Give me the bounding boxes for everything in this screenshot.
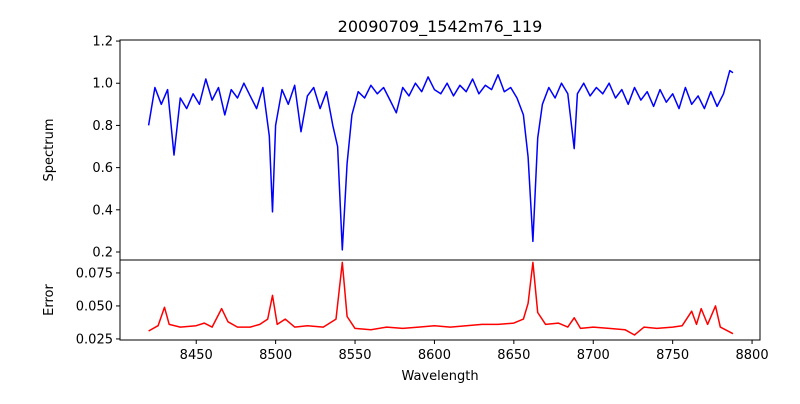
x-tick-label: 8750 xyxy=(656,348,689,363)
chart-title: 20090709_1542m76_119 xyxy=(338,17,543,37)
y-tick-label: 0.050 xyxy=(76,299,113,314)
x-tick-label: 8650 xyxy=(497,348,530,363)
x-axis-label: Wavelength xyxy=(401,369,478,384)
axes-frame xyxy=(119,39,761,261)
x-tick-label: 8500 xyxy=(259,348,292,363)
spectrum-axes: 0.2 0.4 0.6 0.8 1.0 1.2 xyxy=(92,35,761,261)
x-tick-label: 8700 xyxy=(577,348,610,363)
y-tick-label: 0.4 xyxy=(92,203,113,218)
y-tick-label: 0.2 xyxy=(92,245,113,260)
error-axes: 0.025 0.050 0.075 8450 8500 8550 8600 8650 8700 8… xyxy=(76,259,769,363)
x-tick-label: 8550 xyxy=(338,348,371,363)
error-line xyxy=(148,261,734,336)
axes-frame xyxy=(119,259,761,341)
x-tick-label: 8450 xyxy=(180,348,213,363)
x-tick-label: 8800 xyxy=(736,348,769,363)
y-tick-label: 0.025 xyxy=(76,332,113,347)
y-tick-label: 1.0 xyxy=(92,77,113,92)
y-axis-label-spectrum: Spectrum xyxy=(42,119,57,182)
x-tick-label: 8600 xyxy=(418,348,451,363)
y-axis-label-error: Error xyxy=(42,284,57,316)
y-tick-label: 0.8 xyxy=(92,119,113,134)
y-tick-label: 1.2 xyxy=(92,35,113,50)
y-tick-label: 0.6 xyxy=(92,161,113,176)
y-tick-label: 0.075 xyxy=(76,266,113,281)
spectrum-line xyxy=(147,69,734,251)
